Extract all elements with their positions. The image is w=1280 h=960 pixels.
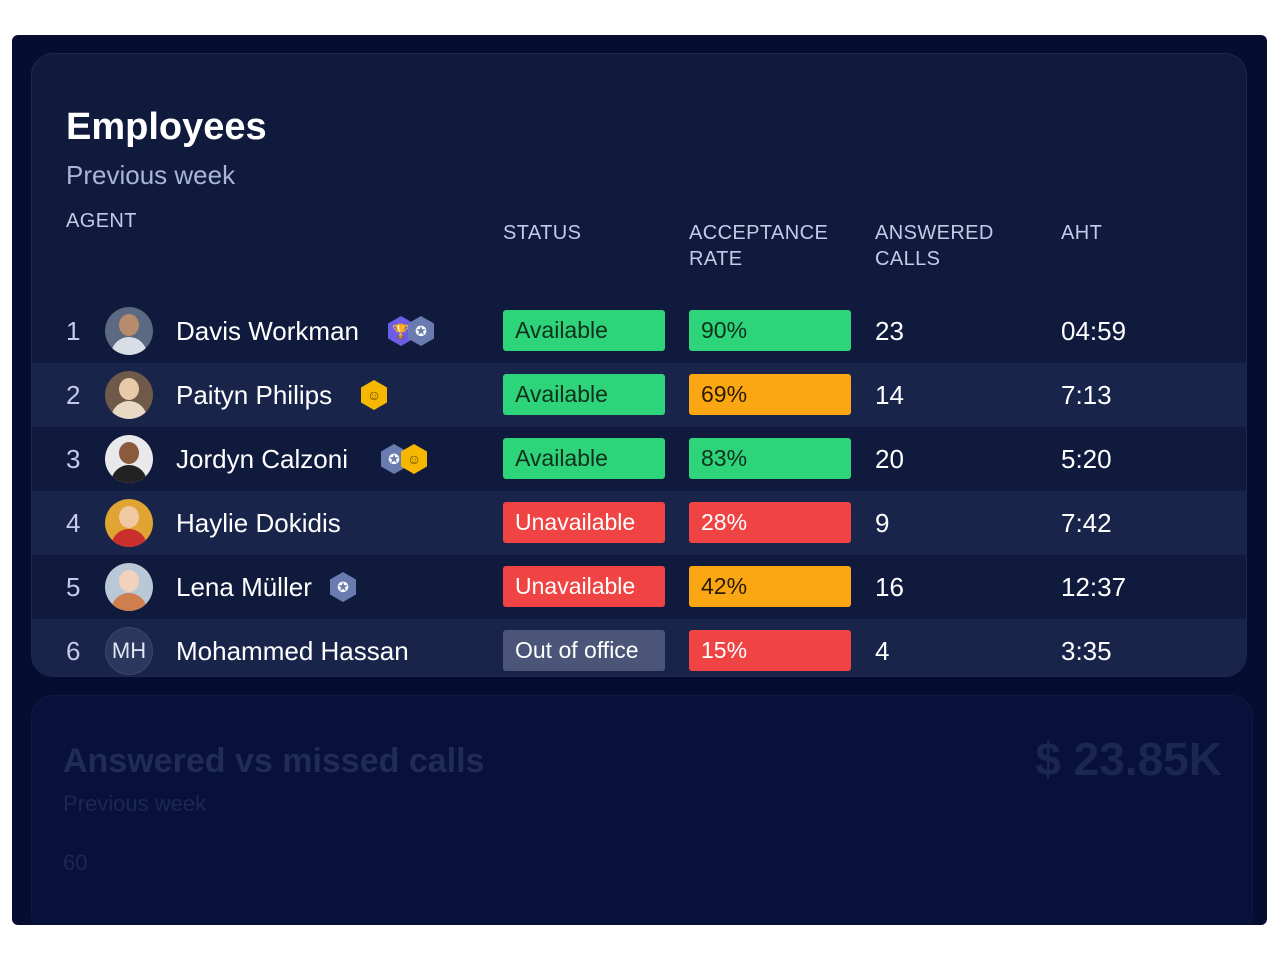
- status-badge: Available: [503, 374, 665, 415]
- rank: 6: [66, 635, 81, 666]
- rank: 1: [66, 315, 81, 346]
- agent-name[interactable]: Mohammed Hassan: [176, 635, 409, 666]
- avatar: MH: [105, 627, 153, 675]
- employees-table: 1 Davis Workman 🏆 ✪ Available 90% 23 04:…: [32, 299, 1246, 676]
- avatar: [105, 435, 153, 483]
- status-badge: Available: [503, 310, 665, 351]
- status-badge: Out of office: [503, 630, 665, 671]
- answered-calls: 14: [875, 379, 904, 410]
- agent-name[interactable]: Lena Müller: [176, 571, 312, 602]
- rank: 5: [66, 571, 81, 602]
- agent-badges: 🏆 ✪: [388, 299, 434, 363]
- acceptance-rate: 42%: [689, 566, 851, 607]
- column-header-aht[interactable]: AHT: [1061, 222, 1103, 244]
- acceptance-rate: 69%: [689, 374, 851, 415]
- avatar: [105, 371, 153, 419]
- aht-value: 04:59: [1061, 315, 1127, 346]
- answered-calls: 16: [875, 571, 904, 602]
- employees-card: Employees Previous week AGENT STATUS ACC…: [31, 53, 1247, 677]
- column-header-status[interactable]: STATUS: [503, 222, 582, 244]
- table-row[interactable]: 6 MH Mohammed Hassan Out of office 15% 4…: [32, 619, 1246, 676]
- dashboard: Employees Previous week AGENT STATUS ACC…: [12, 35, 1267, 925]
- column-header-agent[interactable]: AGENT: [66, 210, 137, 232]
- aht-value: 12:37: [1061, 571, 1127, 602]
- smile-badge-icon: ☺: [401, 444, 427, 474]
- card-subtitle: Previous week: [66, 160, 236, 190]
- calls-card: Answered vs missed calls Previous week $…: [31, 695, 1253, 925]
- aht-value: 3:35: [1061, 635, 1112, 666]
- table-row[interactable]: 5 Lena Müller ✪ Unavailable 42% 16 12:37: [32, 555, 1246, 619]
- acceptance-rate: 15%: [689, 630, 851, 671]
- agent-badges: ✪ ☺: [381, 427, 427, 491]
- table-row[interactable]: 3 Jordyn Calzoni ✪ ☺ Available 83% 20 5:…: [32, 427, 1246, 491]
- table-row[interactable]: 1 Davis Workman 🏆 ✪ Available 90% 23 04:…: [32, 299, 1246, 363]
- ribbon-badge-icon: ✪: [330, 572, 356, 602]
- aht-value: 7:42: [1061, 507, 1112, 538]
- acceptance-rate: 83%: [689, 438, 851, 479]
- column-header-acceptance-rate[interactable]: ACCEPTANCE RATE: [689, 222, 829, 270]
- avatar: [105, 563, 153, 611]
- calls-card-title: Answered vs missed calls: [63, 742, 485, 780]
- calls-amount: $ 23.85K: [1035, 733, 1222, 785]
- calls-card-subtitle: Previous week: [63, 791, 207, 816]
- answered-calls: 4: [875, 635, 890, 666]
- rank: 2: [66, 379, 81, 410]
- card-title: Employees: [66, 106, 267, 148]
- agent-badges: ☺: [361, 363, 387, 427]
- aht-value: 7:13: [1061, 379, 1112, 410]
- status-badge: Unavailable: [503, 502, 665, 543]
- column-header-answered-calls[interactable]: ANSWERED CALLS: [875, 222, 994, 270]
- agent-name[interactable]: Davis Workman: [176, 315, 360, 346]
- answered-calls: 20: [875, 443, 904, 474]
- table-row[interactable]: 2 Paityn Philips ☺ Available 69% 14 7:13: [32, 363, 1246, 427]
- rank: 4: [66, 507, 81, 538]
- avatar: [105, 499, 153, 547]
- agent-badges: ✪: [330, 555, 356, 619]
- acceptance-rate: 28%: [689, 502, 851, 543]
- rank: 3: [66, 443, 81, 474]
- acceptance-rate: 90%: [689, 310, 851, 351]
- answered-calls: 23: [875, 315, 904, 346]
- status-badge: Available: [503, 438, 665, 479]
- ribbon-badge-icon: ✪: [408, 316, 434, 346]
- table-row[interactable]: 4 Haylie Dokidis Unavailable 28% 9 7:42: [32, 491, 1246, 555]
- y-axis-tick: 60: [63, 850, 88, 875]
- agent-name[interactable]: Jordyn Calzoni: [176, 443, 348, 474]
- status-badge: Unavailable: [503, 566, 665, 607]
- answered-calls: 9: [875, 507, 890, 538]
- agent-name[interactable]: Paityn Philips: [176, 379, 333, 410]
- avatar: [105, 307, 153, 355]
- agent-name[interactable]: Haylie Dokidis: [176, 507, 341, 538]
- aht-value: 5:20: [1061, 443, 1112, 474]
- smile-badge-icon: ☺: [361, 380, 387, 410]
